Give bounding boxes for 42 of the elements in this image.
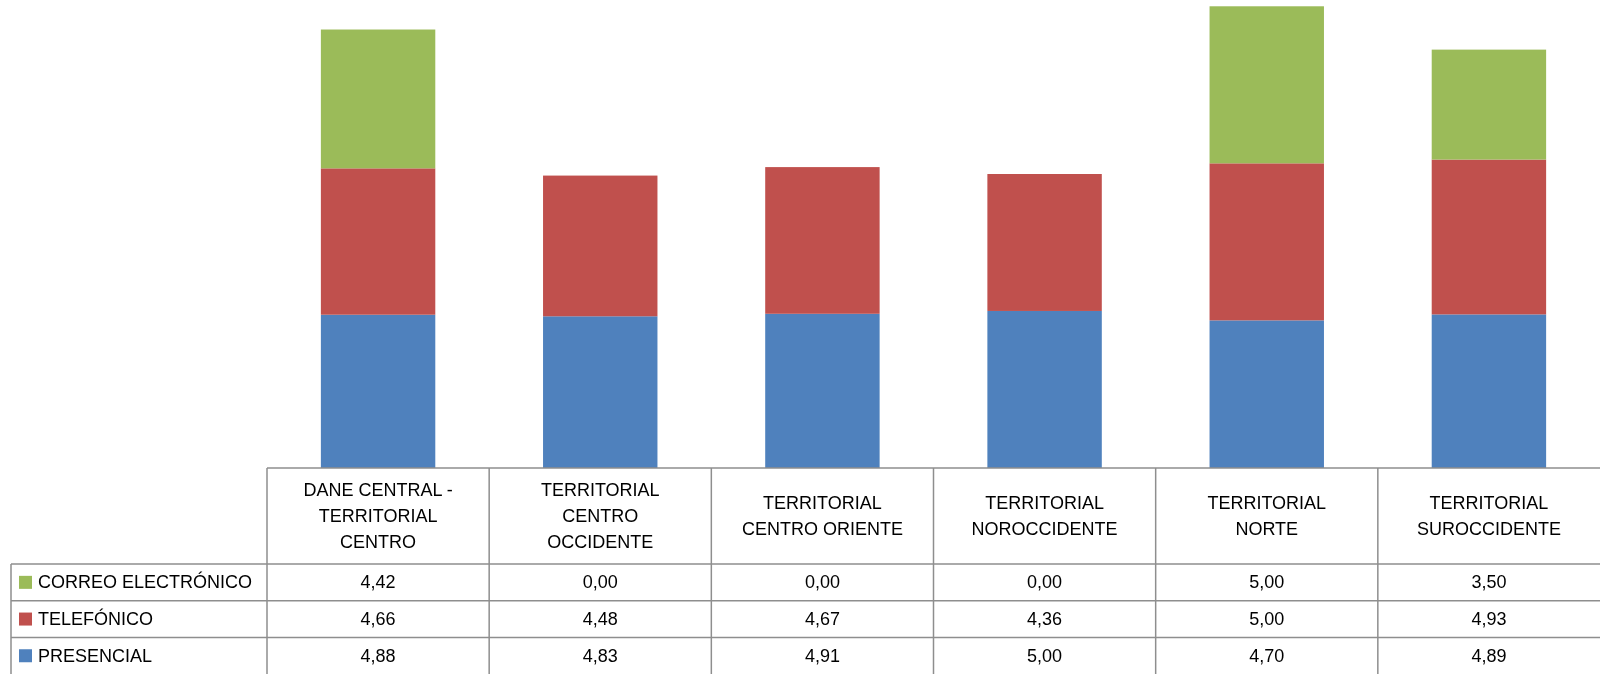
bar bbox=[987, 174, 1102, 311]
data-label: 4,70 bbox=[1249, 645, 1285, 666]
bar bbox=[1209, 320, 1324, 468]
legend-label: CORREO ELECTRÓNICO bbox=[38, 571, 253, 593]
data-label: 5,00 bbox=[1027, 645, 1063, 666]
bar bbox=[543, 175, 658, 317]
data-label: 0,00 bbox=[582, 572, 618, 593]
data-label: 3,50 bbox=[1471, 572, 1507, 593]
bar bbox=[320, 29, 436, 169]
data-label: 4,48 bbox=[582, 609, 618, 630]
bar bbox=[320, 314, 436, 468]
bar bbox=[1209, 6, 1324, 164]
data-label: 4,36 bbox=[1027, 609, 1063, 630]
bar bbox=[1431, 49, 1547, 160]
data-label: 4,91 bbox=[804, 645, 840, 666]
x-tick-label: TERRITORIAL CENTRO OCCIDENTE bbox=[540, 480, 660, 552]
data-label: 4,88 bbox=[360, 645, 396, 666]
bar bbox=[765, 167, 880, 314]
bar bbox=[543, 316, 658, 468]
legend-label: TELEFÓNICO bbox=[38, 608, 154, 630]
bar bbox=[320, 168, 436, 315]
data-label: 5,00 bbox=[1249, 572, 1285, 593]
data-label: 4,67 bbox=[804, 609, 840, 630]
data-label: 4,83 bbox=[582, 645, 618, 666]
data-label: 4,66 bbox=[360, 609, 396, 630]
x-tick-label: TERRITORIAL NOROCCIDENTE bbox=[971, 493, 1118, 539]
bar bbox=[1209, 163, 1324, 321]
x-tick-label: TERRITORIAL SUROCCIDENTE bbox=[1416, 493, 1561, 539]
legend-label: PRESENCIAL bbox=[38, 645, 153, 666]
x-tick-label: TERRITORIAL NORTE bbox=[1207, 493, 1327, 539]
bar bbox=[987, 310, 1102, 468]
data-label: 4,42 bbox=[360, 572, 396, 593]
data-label: 5,00 bbox=[1249, 609, 1285, 630]
data-label: 4,93 bbox=[1471, 609, 1507, 630]
data-label: 0,00 bbox=[804, 572, 840, 593]
data-label: 0,00 bbox=[1027, 572, 1063, 593]
bar bbox=[1431, 314, 1547, 468]
data-label: 4,89 bbox=[1471, 645, 1507, 666]
bar bbox=[1431, 159, 1547, 315]
bar bbox=[765, 313, 880, 468]
x-tick-label: TERRITORIAL CENTRO ORIENTE bbox=[741, 493, 903, 539]
x-tick-label: DANE CENTRAL - TERRITORIAL CENTRO bbox=[303, 480, 453, 552]
